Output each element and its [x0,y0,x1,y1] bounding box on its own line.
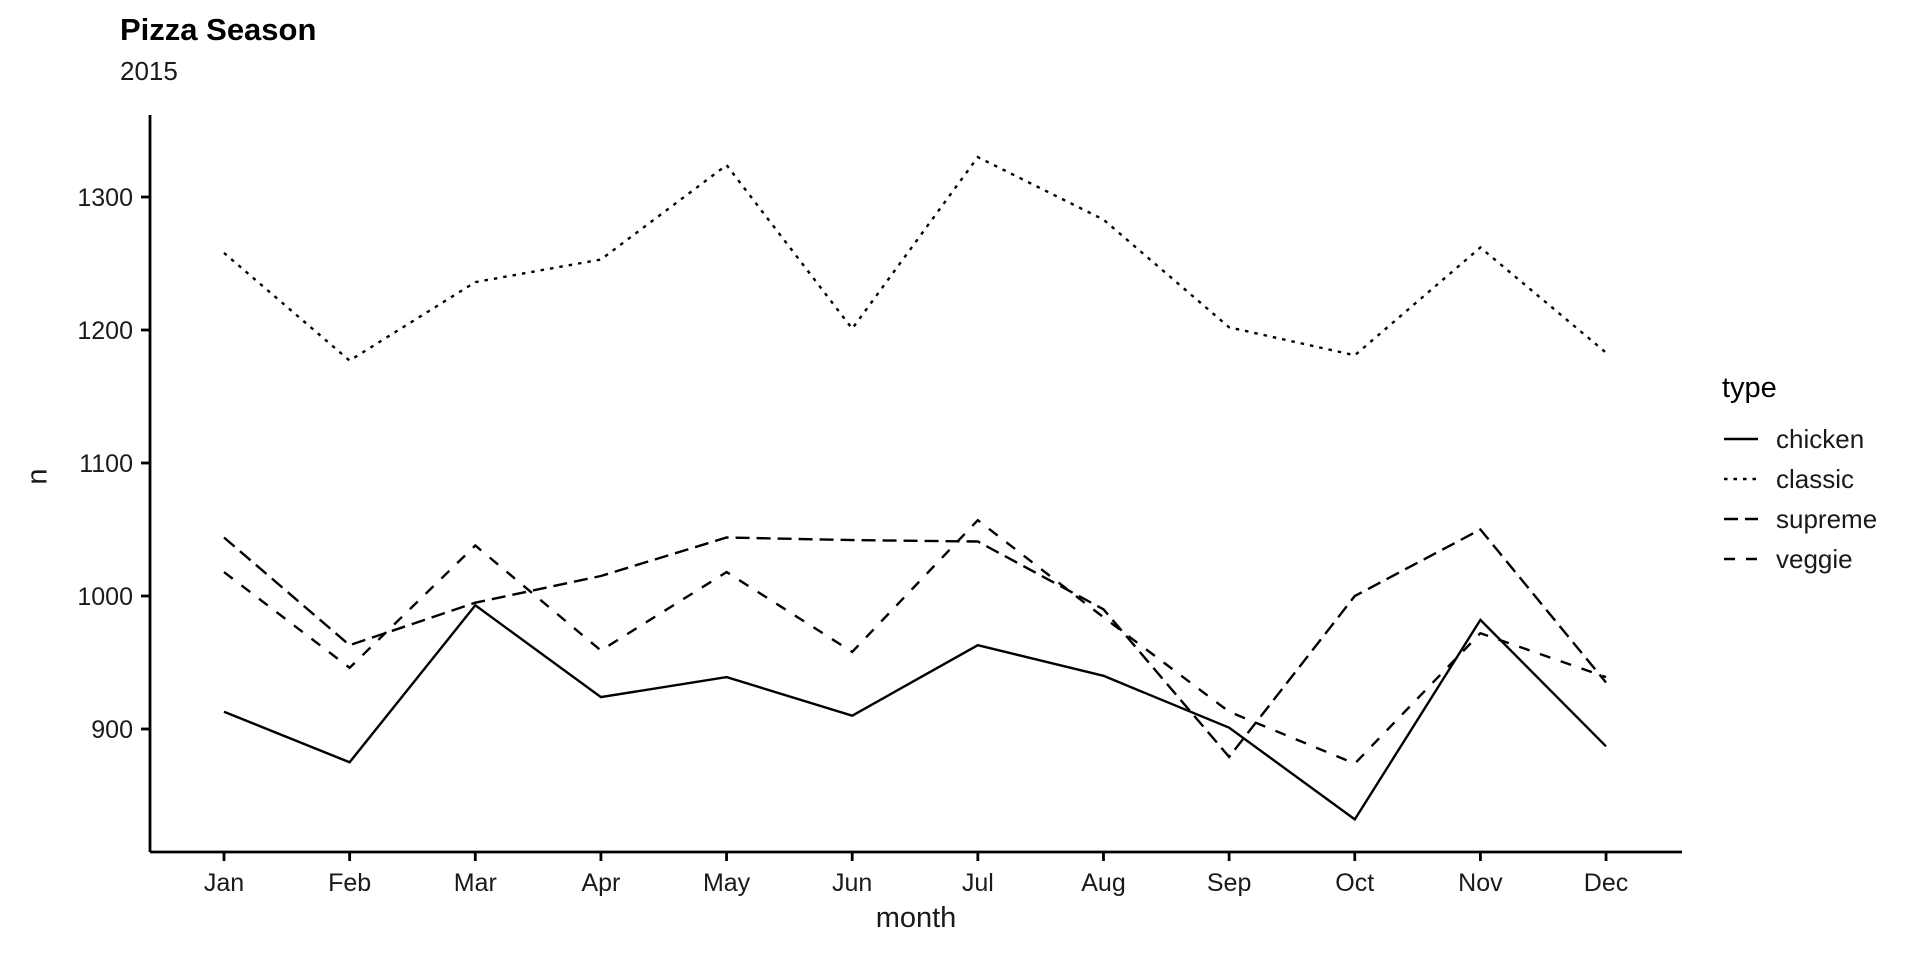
legend-label: veggie [1776,543,1853,574]
y-tick-label: 1300 [77,184,133,212]
x-tick-label: Sep [1207,869,1251,897]
y-tick-label: 900 [91,716,133,744]
legend-label: supreme [1776,503,1878,534]
x-tick-label: Oct [1335,869,1374,897]
x-tick-label: Nov [1458,869,1503,897]
series-line-chicken [223,603,1607,822]
x-tick-label: Apr [581,869,620,897]
legend-title: type [1722,372,1777,404]
series-line-supreme [223,527,1607,759]
x-tick-label: Mar [454,869,497,897]
legend: type chicken classic supreme veggie [1722,372,1877,579]
series-line-veggie [223,518,1607,766]
legend-key-dotted-line-icon [1724,477,1758,481]
y-axis-label: n [21,468,54,485]
legend-item-chicken: chicken [1722,419,1877,459]
legend-items: chicken classic supreme veggie [1722,419,1877,579]
chart-title: Pizza Season [120,12,317,47]
legend-key-dashed-line-icon [1724,517,1758,521]
x-tick-label: Jul [962,869,994,897]
x-tick-label: Jan [204,869,244,897]
x-tick-label: Aug [1081,869,1125,897]
x-tick-label: Feb [328,869,371,897]
y-tick-label: 1100 [79,450,133,478]
legend-key-longdash-line-icon [1724,557,1758,561]
x-axis-label: month [875,902,957,934]
legend-item-veggie: veggie [1722,539,1877,579]
legend-label: classic [1776,463,1855,494]
legend-item-classic: classic [1722,459,1877,499]
series-line-classic [223,155,1607,363]
legend-key-solid-line-icon [1724,437,1758,441]
y-tick-label: 1000 [77,583,133,611]
y-tick-label: 1200 [77,317,133,345]
x-tick-label: Dec [1584,869,1628,897]
x-tick-label: Jun [832,869,872,897]
legend-label: chicken [1776,423,1865,454]
chart-subtitle: 2015 [120,56,178,86]
legend-item-supreme: supreme [1722,499,1877,539]
x-tick-label: May [703,869,751,897]
